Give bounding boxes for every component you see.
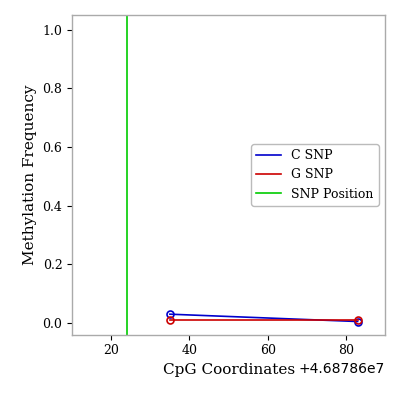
Y-axis label: Methylation Frequency: Methylation Frequency	[23, 85, 37, 265]
X-axis label: CpG Coordinates: CpG Coordinates	[162, 363, 295, 377]
Legend: C SNP, G SNP, SNP Position: C SNP, G SNP, SNP Position	[251, 144, 379, 206]
